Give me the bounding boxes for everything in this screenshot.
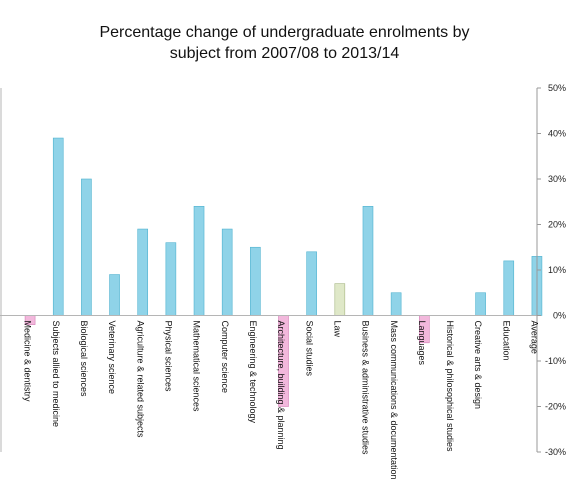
y-tick-label: 0%	[553, 311, 566, 321]
category-label: Subjects allied to medicine	[51, 321, 61, 428]
category-label: Engineering & technology	[248, 321, 258, 424]
bar	[193, 206, 205, 316]
y-axis-ticks: -30% -20% -10% 0% 10% 20% 30% 40% 50%	[537, 83, 566, 457]
category-label: Mathematical sciences	[192, 321, 202, 413]
category-label: Mass communications & documentation	[389, 321, 399, 480]
bar	[250, 246, 261, 316]
category-label: Social studies	[304, 321, 314, 377]
chart-title-line-2: subject from 2007/08 to 2013/14	[169, 45, 400, 62]
category-label: Average	[530, 321, 540, 354]
category-label: Education	[501, 321, 511, 361]
category-label: Veterinary science	[107, 321, 117, 395]
bar	[390, 292, 402, 316]
category-label: Computer science	[220, 321, 230, 394]
category-labels: Medicine & dentistry Subjects allied to m…	[23, 321, 540, 480]
bar	[475, 292, 486, 316]
bar	[362, 206, 374, 316]
category-label: Creative arts & design	[473, 321, 483, 410]
category-label: Biological sciences	[79, 321, 89, 398]
bars-group	[24, 137, 543, 407]
bar	[137, 228, 149, 316]
bar	[52, 137, 64, 316]
y-tick-label: -20%	[545, 402, 566, 412]
category-label: Business & administrative studies	[361, 321, 371, 456]
bar	[306, 251, 317, 316]
category-label: Languages	[417, 321, 427, 366]
y-tick-label: -30%	[545, 447, 566, 457]
category-label: Physical sciences	[163, 321, 173, 393]
y-tick-label: 20%	[548, 220, 566, 230]
bar	[109, 274, 120, 316]
y-tick-label: -10%	[545, 356, 566, 366]
bar	[81, 178, 92, 316]
category-label: Law	[332, 321, 342, 338]
chart-title-line-1: Percentage change of undergraduate enrol…	[99, 24, 470, 41]
category-label: Agriculture & related subjects	[135, 321, 145, 439]
y-tick-label: 50%	[548, 83, 566, 93]
bar	[221, 228, 233, 316]
category-label: Architecture, building & planning	[276, 321, 286, 450]
y-tick-label: 40%	[548, 129, 566, 139]
bar	[165, 242, 177, 316]
bar	[503, 260, 515, 316]
chart-title: Percentage change of undergraduate enrol…	[0, 22, 569, 64]
category-label: Medicine & dentistry	[23, 321, 33, 403]
category-label: Historical & philosophical studies	[445, 321, 455, 453]
bar	[334, 283, 346, 316]
y-tick-label: 10%	[548, 265, 566, 275]
y-tick-label: 30%	[548, 174, 566, 184]
